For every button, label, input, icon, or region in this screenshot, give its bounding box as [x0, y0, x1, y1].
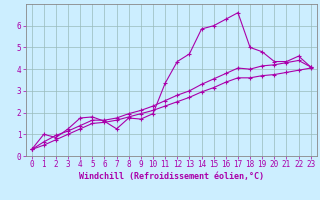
X-axis label: Windchill (Refroidissement éolien,°C): Windchill (Refroidissement éolien,°C) [79, 172, 264, 181]
